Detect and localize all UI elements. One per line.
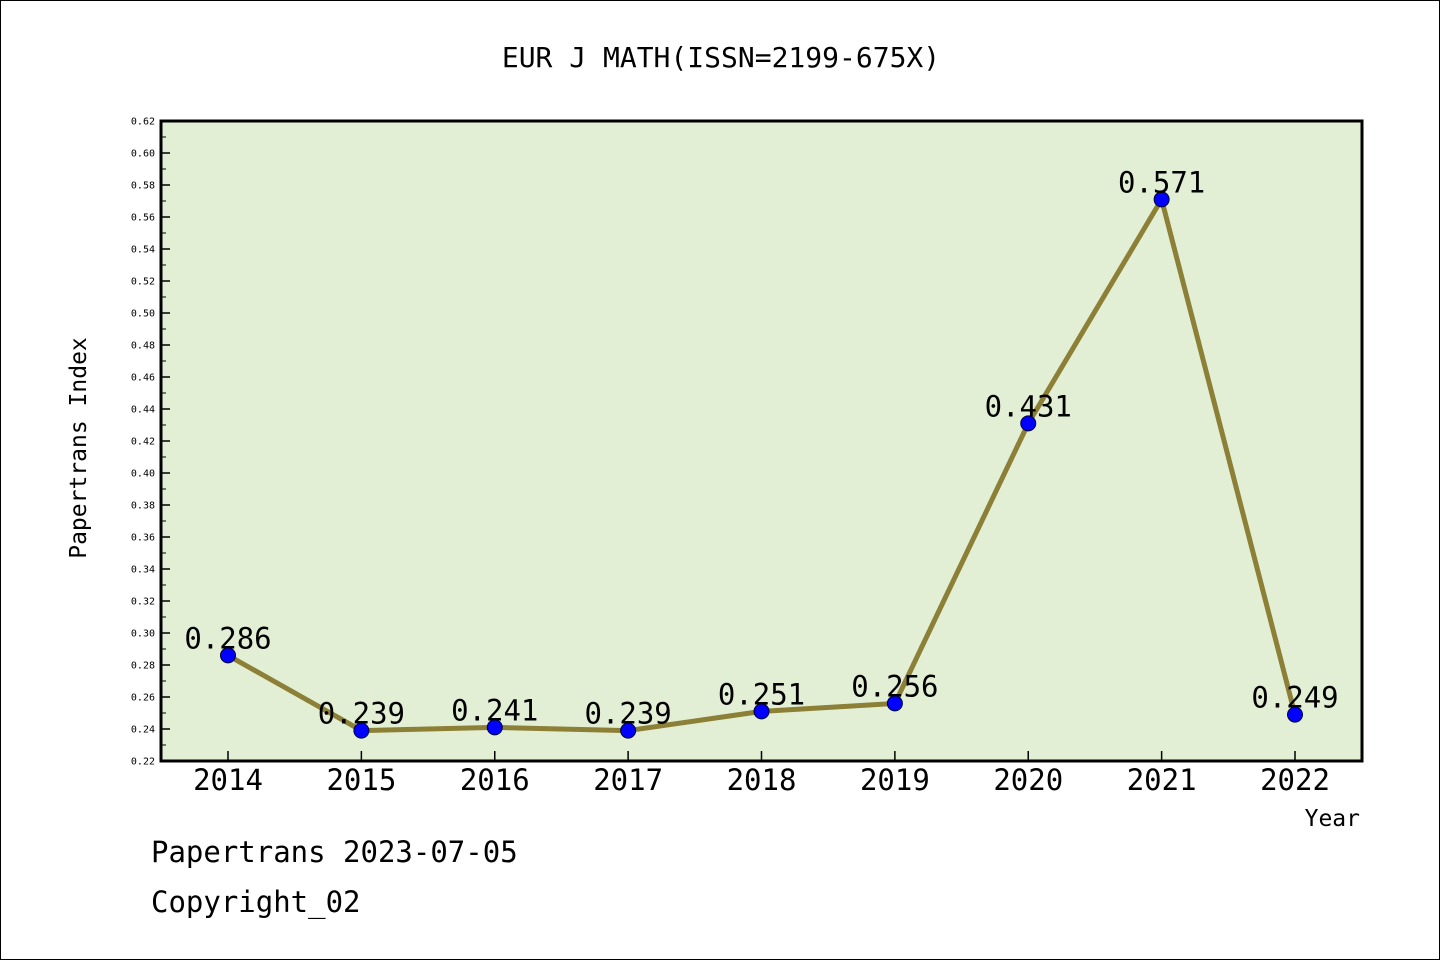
y-tick-label: 0.48 (131, 341, 155, 352)
y-tick-label: 0.44 (131, 405, 155, 416)
data-labels: 0.286 0.239 0.241 0.239 0.251 0.256 0.431 0.571… (184, 165, 1338, 730)
y-axis-label: Papertrans Index (66, 337, 92, 559)
y-tick-label: 0.32 (131, 597, 155, 608)
y-tick-label: 0.52 (131, 277, 155, 288)
y-tick-label: 0.22 (131, 757, 155, 768)
x-tick-label: 2017 (593, 763, 663, 797)
data-point-marker (886, 695, 903, 712)
y-axis: 0.22 0.24 0.26 0.28 0.30 0.32 0.34 0.36 0.38 0.40… (131, 117, 170, 768)
y-tick-label: 0.34 (131, 565, 155, 576)
data-label: 0.239 (318, 697, 405, 731)
x-axis: 2014 2015 2016 2017 2018 2019 2020 2021 2022 (193, 751, 1330, 797)
x-tick-label: 2015 (326, 763, 396, 797)
data-point-marker (220, 647, 236, 664)
x-tick-label: 2016 (460, 763, 530, 797)
y-tick-label: 0.28 (131, 661, 155, 672)
y-tick-label: 0.56 (131, 213, 155, 224)
y-tick-label: 0.50 (131, 309, 155, 320)
data-point-marker (486, 719, 503, 736)
y-tick-label: 0.42 (131, 437, 155, 448)
data-markers (220, 191, 1303, 739)
x-tick-label: 2022 (1260, 763, 1330, 797)
data-label: 0.249 (1251, 681, 1338, 715)
chart-title: EUR J MATH(ISSN=2199-675X) (502, 41, 940, 74)
plot-border (159, 119, 1364, 763)
y-tick-label: 0.54 (131, 245, 155, 256)
x-tick-label: 2020 (993, 763, 1063, 797)
x-tick-label: 2021 (1127, 763, 1197, 797)
x-tick-label: 2014 (193, 763, 263, 797)
y-tick-label: 0.24 (131, 725, 155, 736)
data-point-marker (1020, 415, 1037, 432)
data-label: 0.286 (184, 621, 271, 655)
y-tick-label: 0.58 (131, 181, 155, 192)
y-tick-label: 0.26 (131, 693, 155, 704)
y-tick-label: 0.40 (131, 469, 155, 480)
data-point-marker (1287, 706, 1303, 723)
y-tick-label: 0.62 (131, 117, 155, 128)
y-tick-label: 0.30 (131, 629, 155, 640)
data-point-marker (620, 722, 637, 739)
y-tick-label: 0.38 (131, 501, 155, 512)
data-label: 0.241 (451, 693, 538, 727)
y-tick-label: 0.60 (131, 149, 155, 160)
footer-copyright: Copyright_02 (151, 885, 361, 919)
data-point-marker (353, 722, 370, 739)
plot-area (161, 121, 1362, 761)
data-point-marker (753, 703, 770, 720)
x-tick-label: 2018 (727, 763, 797, 797)
data-label: 0.239 (584, 697, 671, 731)
data-label: 0.251 (718, 677, 805, 711)
data-label: 0.431 (985, 389, 1072, 423)
y-tick-label: 0.46 (131, 373, 155, 384)
data-label: 0.256 (851, 669, 938, 703)
x-tick-label: 2019 (860, 763, 930, 797)
x-axis-label: Year (1305, 806, 1360, 832)
y-tick-label: 0.36 (131, 533, 155, 544)
footer-date: Papertrans 2023-07-05 (151, 835, 518, 869)
data-label: 0.571 (1118, 165, 1205, 199)
data-point-marker (1153, 191, 1170, 208)
